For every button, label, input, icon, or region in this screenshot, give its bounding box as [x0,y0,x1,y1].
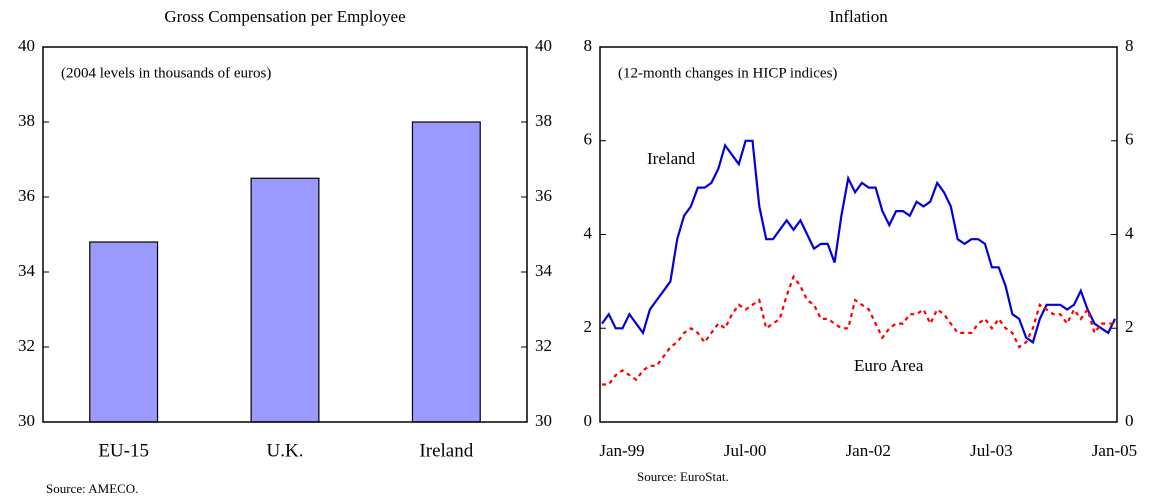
y2-tick-label: 34 [535,261,553,280]
y2-tick-label: 8 [1125,36,1134,55]
source: Source: EuroStat. [637,469,729,484]
x-tick-label: Jul-00 [724,441,767,460]
y-tick-label: 4 [584,223,593,242]
y-tick-label: 6 [584,130,593,149]
y-tick-label: 36 [18,186,35,205]
y2-tick-label: 2 [1125,317,1134,336]
x-tick-label: EU-15 [98,440,149,461]
series-line [602,274,1115,386]
y2-tick-label: 4 [1125,223,1134,242]
x-tick-label: U.K. [267,440,304,461]
series-label: Euro Area [854,356,924,375]
series-line [601,139,1116,345]
x-tick-label: Jan-02 [846,441,891,460]
y-tick-label: 38 [18,111,35,130]
y2-tick-label: 32 [535,336,552,355]
y-tick-label: 0 [584,411,593,430]
subtitle: (12-month changes in HICP indices) [618,65,837,81]
y2-tick-label: 30 [535,411,552,430]
chart-title: Gross Compensation per Employee [164,7,405,26]
x-tick-label: Jan-99 [599,441,644,460]
chart-title: Inflation [829,7,888,26]
y2-tick-label: 40 [535,36,552,55]
plot-frame [599,46,1118,423]
y2-tick-label: 38 [535,111,552,130]
series-label: Ireland [647,149,696,168]
bar [411,121,481,423]
x-tick-label: Jul-03 [970,441,1013,460]
y2-tick-label: 0 [1125,411,1134,430]
x-tick-label: Ireland [419,440,473,461]
plot-frame [42,46,528,423]
y-tick-label: 2 [584,317,593,336]
y-tick-label: 8 [584,36,593,55]
y-tick-label: 40 [18,36,35,55]
bar [250,177,320,423]
subtitle: (2004 levels in thousands of euros) [61,65,271,81]
y-tick-label: 32 [18,336,35,355]
y2-tick-label: 36 [535,186,552,205]
bar [89,241,159,423]
y-tick-label: 34 [18,261,36,280]
y2-tick-label: 6 [1125,130,1134,149]
source: Source: AMECO. [46,481,138,496]
x-tick-label: Jan-05 [1092,441,1137,460]
y-tick-label: 30 [18,411,35,430]
